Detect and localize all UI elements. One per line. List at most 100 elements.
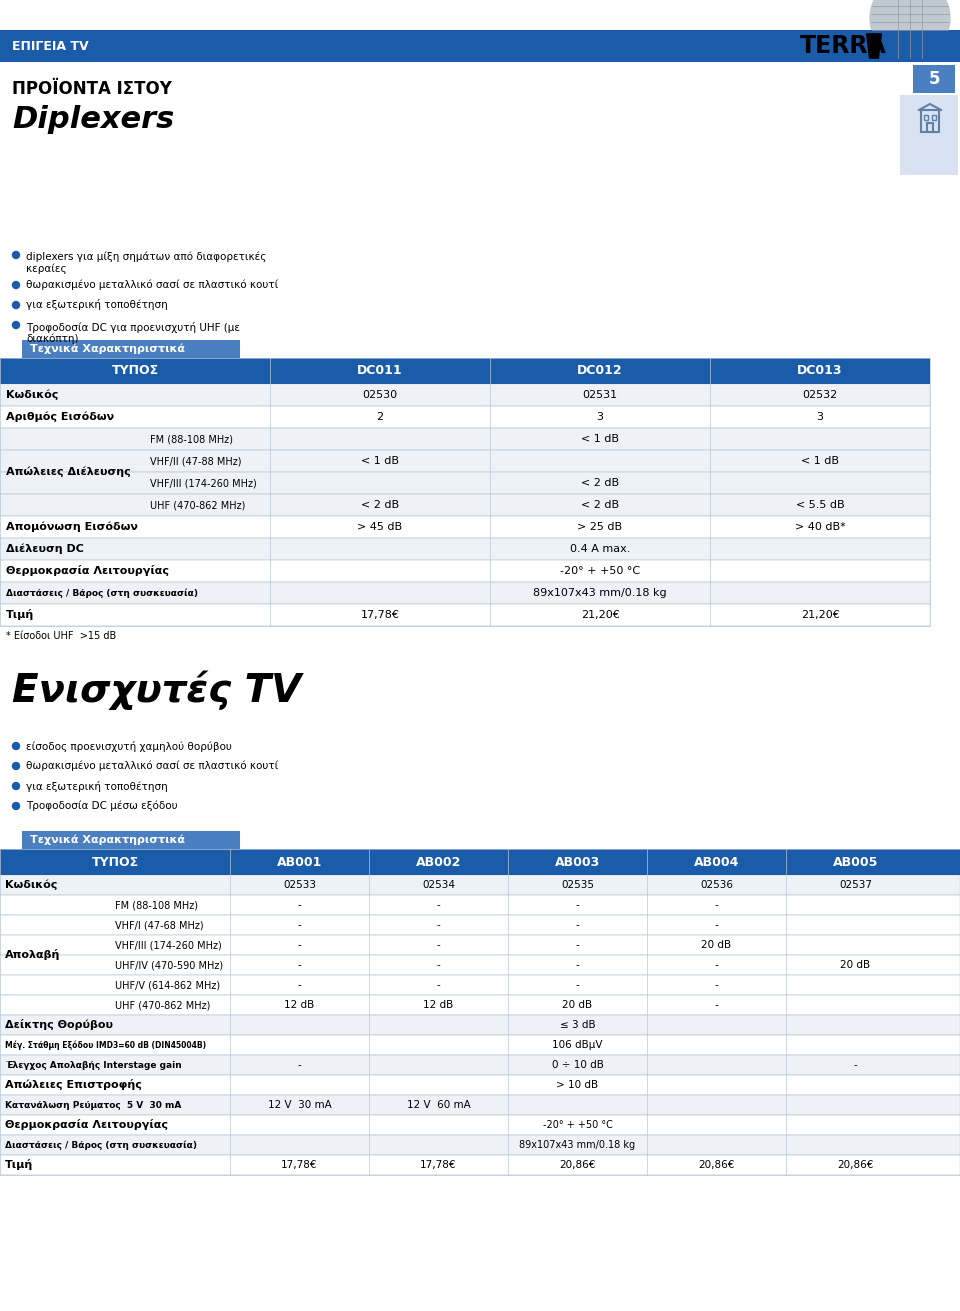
Text: 17,78€: 17,78€: [361, 610, 399, 620]
Text: Τιμή: Τιμή: [6, 610, 35, 620]
Text: < 2 dB: < 2 dB: [581, 479, 619, 488]
Text: ΠΡΟΪΟΝΤΑ ΙΣΤΟΥ: ΠΡΟΪΟΝΤΑ ΙΣΤΟΥ: [12, 80, 172, 98]
Text: είσοδος προενισχυτή χαμηλού θορύβου: είσοδος προενισχυτή χαμηλού θορύβου: [26, 741, 232, 751]
Text: 20,86€: 20,86€: [698, 1160, 734, 1169]
Text: VHF/III (174-260 MHz): VHF/III (174-260 MHz): [115, 940, 222, 950]
Text: VHF/I (47-68 MHz): VHF/I (47-68 MHz): [115, 920, 204, 929]
Bar: [0, 954, 960, 975]
Text: Τροφοδοσία DC μέσω εξόδου: Τροφοδοσία DC μέσω εξόδου: [26, 801, 178, 812]
Text: -: -: [714, 1000, 718, 1009]
Text: -: -: [576, 981, 580, 990]
Text: -: -: [298, 981, 301, 990]
Bar: [0, 1075, 960, 1095]
Bar: [0, 935, 960, 954]
Bar: [0, 538, 930, 560]
Text: -20° + +50 °C: -20° + +50 °C: [560, 566, 640, 576]
Bar: [0, 517, 930, 538]
Text: VHF/II (47-88 MHz): VHF/II (47-88 MHz): [150, 456, 242, 465]
Text: > 25 dB: > 25 dB: [577, 522, 623, 532]
Text: Διαστάσεις / Βάρος (στη συσκευασία): Διαστάσεις / Βάρος (στη συσκευασία): [5, 1141, 197, 1150]
Text: < 1 dB: < 1 dB: [581, 434, 619, 444]
Circle shape: [12, 282, 19, 288]
Text: < 5.5 dB: < 5.5 dB: [796, 499, 844, 510]
Bar: [0, 604, 930, 625]
Circle shape: [12, 763, 19, 770]
Text: 02534: 02534: [422, 880, 455, 890]
Text: 106 dBμV: 106 dBμV: [552, 1040, 603, 1050]
Text: -: -: [853, 1061, 857, 1070]
Text: -: -: [298, 940, 301, 950]
Text: Διαστάσεις / Βάρος (στη συσκευασία): Διαστάσεις / Βάρος (στη συσκευασία): [6, 589, 198, 598]
Circle shape: [870, 0, 950, 58]
Text: ≤ 3 dB: ≤ 3 dB: [560, 1020, 595, 1030]
Circle shape: [12, 321, 19, 329]
Text: Θερμοκρασία Λειτουργίας: Θερμοκρασία Λειτουργίας: [6, 565, 169, 577]
Text: TERRA: TERRA: [800, 34, 887, 58]
Text: AB003: AB003: [555, 856, 600, 868]
Text: 3: 3: [817, 412, 824, 422]
Text: 02537: 02537: [839, 880, 872, 890]
Text: Απώλειες Διέλευσης: Απώλειες Διέλευσης: [6, 467, 131, 477]
Text: ΤΥΠΟΣ: ΤΥΠΟΣ: [111, 364, 158, 378]
Text: 12 V  60 mA: 12 V 60 mA: [407, 1100, 470, 1110]
Text: 89x107x43 mm/0.18 kg: 89x107x43 mm/0.18 kg: [519, 1141, 636, 1150]
Text: -: -: [714, 920, 718, 929]
Bar: [0, 494, 930, 517]
Bar: [0, 1135, 960, 1155]
Circle shape: [12, 742, 19, 750]
Text: AB002: AB002: [416, 856, 461, 868]
Bar: [900, 94, 958, 174]
Bar: [0, 915, 960, 935]
Text: * Είσοδοι UHF  >15 dB: * Είσοδοι UHF >15 dB: [6, 631, 116, 641]
Text: DC012: DC012: [577, 364, 623, 378]
Text: 20 dB: 20 dB: [563, 1000, 592, 1009]
Text: Ενισχυτές TV: Ενισχυτές TV: [12, 671, 301, 711]
Text: 21,20€: 21,20€: [581, 610, 619, 620]
Text: -: -: [437, 920, 441, 929]
Circle shape: [12, 302, 19, 308]
Bar: [0, 975, 960, 995]
Circle shape: [12, 802, 19, 809]
Text: AB005: AB005: [833, 856, 878, 868]
Text: diplexers για μίξη σημάτων από διαφορετικές: diplexers για μίξη σημάτων από διαφορετι…: [26, 252, 266, 262]
Text: -20° + +50 °C: -20° + +50 °C: [542, 1120, 612, 1130]
Bar: [0, 1055, 960, 1075]
Text: < 2 dB: < 2 dB: [361, 499, 399, 510]
Text: DC013: DC013: [797, 364, 843, 378]
Text: Τροφοδοσία DC για προενισχυτή UHF (με: Τροφοδοσία DC για προενισχυτή UHF (με: [26, 323, 240, 333]
Circle shape: [12, 252, 19, 258]
Text: 2: 2: [376, 412, 384, 422]
Text: UHF (470-862 MHz): UHF (470-862 MHz): [115, 1000, 210, 1009]
Text: UHF (470-862 MHz): UHF (470-862 MHz): [150, 499, 246, 510]
Text: ΕΠΙΓΕΙΑ TV: ΕΠΙΓΕΙΑ TV: [12, 39, 88, 52]
Text: < 2 dB: < 2 dB: [581, 499, 619, 510]
Text: Κωδικός: Κωδικός: [6, 389, 59, 400]
Text: 20 dB: 20 dB: [702, 940, 732, 950]
Text: AB004: AB004: [694, 856, 739, 868]
Bar: [0, 427, 930, 450]
Bar: [0, 1015, 960, 1034]
Bar: [0, 995, 960, 1015]
Text: -: -: [714, 899, 718, 910]
Text: για εξωτερική τοποθέτηση: για εξωτερική τοποθέτηση: [26, 299, 168, 311]
Text: Τεχνικά Χαρακτηριστικά: Τεχνικά Χαρακτηριστικά: [30, 835, 185, 846]
Text: -: -: [576, 940, 580, 950]
Text: θωρακισμένο μεταλλικό σασί σε πλαστικό κουτί: θωρακισμένο μεταλλικό σασί σε πλαστικό κ…: [26, 760, 278, 771]
Text: Μέγ. Στάθμη Εξόδου IMD3=60 dB (DIN45004B): Μέγ. Στάθμη Εξόδου IMD3=60 dB (DIN45004B…: [5, 1040, 206, 1050]
Bar: [0, 30, 960, 62]
Text: Αριθμός Εισόδων: Αριθμός Εισόδων: [6, 412, 114, 422]
Text: Δείκτης Θορύβου: Δείκτης Θορύβου: [5, 1020, 113, 1030]
Text: -: -: [714, 981, 718, 990]
Bar: [0, 582, 930, 604]
Text: 17,78€: 17,78€: [281, 1160, 318, 1169]
Text: Diplexers: Diplexers: [12, 105, 175, 134]
Bar: [0, 358, 930, 384]
Text: κεραίες: κεραίες: [26, 264, 66, 274]
Bar: [22, 340, 240, 358]
Text: Έλεγχος Απολαβής Interstage gain: Έλεγχος Απολαβής Interstage gain: [5, 1061, 181, 1070]
Bar: [0, 1155, 960, 1175]
Text: 02535: 02535: [561, 880, 594, 890]
Text: Απώλειες Επιστροφής: Απώλειες Επιστροφής: [5, 1079, 142, 1091]
Text: -: -: [714, 960, 718, 970]
Text: 02532: 02532: [803, 389, 838, 400]
